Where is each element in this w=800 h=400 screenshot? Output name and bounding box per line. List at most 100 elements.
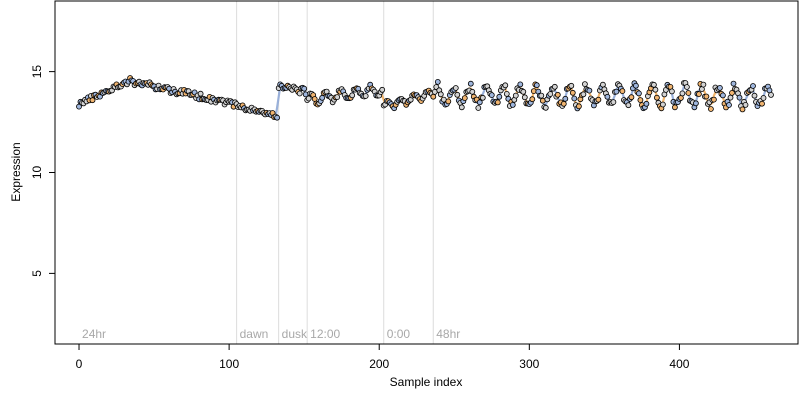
data-point-284 [502, 82, 509, 89]
data-point-182 [349, 92, 356, 99]
data-point-433 [726, 102, 732, 108]
data-point-132 [274, 114, 281, 121]
data-point-308 [538, 92, 545, 99]
data-point-340 [586, 87, 593, 94]
data-point-285 [503, 91, 510, 97]
plot-frame [54, 0, 799, 345]
reference-lines [236, 1, 434, 344]
data-point-150 [301, 85, 308, 92]
data-point-251 [452, 85, 459, 91]
data-point-440 [736, 94, 743, 101]
data-point-461 [768, 92, 774, 98]
data-point-371 [633, 82, 639, 89]
data-point-434 [727, 94, 734, 101]
data-point-191 [362, 93, 369, 99]
data-point-317 [551, 83, 558, 90]
data-point-402 [679, 90, 686, 97]
data-point-81 [197, 90, 204, 97]
data-point-373 [636, 90, 642, 97]
x-tick-label-2: 200 [369, 357, 389, 371]
data-point-406 [685, 90, 692, 96]
data-point-330 [571, 95, 578, 102]
annotations: 24hr dawn dusk 12:00 0:00 48hr [82, 327, 460, 341]
data-point-328 [568, 82, 575, 89]
data-point-294 [517, 81, 524, 88]
data-point-291 [512, 92, 519, 99]
data-point-455 [759, 100, 765, 107]
data-point-297 [521, 94, 528, 101]
data-point-421 [708, 106, 714, 112]
data-point-352 [604, 93, 611, 100]
data-point-314 [547, 91, 554, 97]
data-point-296 [520, 88, 527, 95]
axes: 0 100 200 300 400 5 10 15 [30, 65, 690, 371]
data-point-397 [672, 104, 678, 111]
data-point-311 [542, 104, 549, 111]
data-point-411 [693, 100, 699, 107]
data-point-267 [476, 99, 483, 106]
data-point-162 [319, 94, 326, 101]
data-point-449 [750, 83, 756, 89]
y-tick-label-2: 15 [30, 65, 44, 79]
x-tick-label-0: 0 [76, 357, 83, 371]
data-point-269 [479, 94, 486, 101]
data-point-368 [628, 94, 635, 101]
data-point-289 [509, 102, 516, 108]
data-point-423 [711, 96, 717, 103]
data-point-337 [582, 81, 588, 87]
data-point-389 [660, 101, 666, 108]
y-tick-label-1: 10 [30, 166, 44, 180]
x-tick-label-1: 100 [219, 357, 239, 371]
data-point-384 [652, 86, 659, 93]
data-point-427 [717, 85, 723, 91]
data-point-153 [305, 95, 312, 102]
data-point-252 [454, 91, 461, 98]
annotation-label-1: dawn [240, 327, 269, 341]
data-point-302 [529, 96, 536, 103]
data-point-356 [610, 99, 617, 105]
data-point-383 [651, 81, 657, 88]
data-point-246 [445, 98, 452, 105]
annotation-label-2: dusk [282, 327, 308, 341]
data-point-279 [494, 99, 501, 106]
data-point-262 [469, 88, 476, 95]
data-point-395 [669, 88, 675, 95]
y-tick-label-0: 5 [30, 270, 44, 277]
annotation-label-3: 12:00 [310, 327, 340, 341]
data-point-418 [703, 93, 710, 100]
data-point-323 [560, 100, 567, 107]
data-point-275 [488, 92, 495, 98]
data-point-429 [720, 92, 726, 99]
data-point-413 [696, 91, 702, 97]
data-point-385 [654, 94, 660, 101]
data-point-336 [580, 91, 587, 98]
data-point-450 [751, 92, 758, 99]
data-point-202 [379, 86, 386, 93]
data-point-374 [637, 97, 644, 103]
data-point-280 [496, 93, 503, 100]
data-point-416 [700, 81, 707, 88]
data-point-305 [533, 82, 540, 89]
data-point-378 [643, 100, 650, 107]
data-point-319 [554, 91, 561, 98]
data-point-9 [89, 97, 96, 104]
data-points [76, 75, 774, 121]
data-point-358 [613, 88, 620, 95]
data-point-266 [475, 105, 482, 111]
data-point-436 [730, 80, 737, 87]
annotation-label-5: 48hr [436, 327, 460, 341]
data-point-239 [434, 79, 441, 85]
data-point-366 [625, 102, 632, 109]
x-axis-title: Sample index [390, 375, 463, 389]
data-point-324 [562, 95, 569, 102]
data-point-435 [729, 90, 735, 96]
data-point-329 [569, 89, 576, 96]
data-point-241 [437, 91, 444, 98]
data-point-333 [576, 103, 582, 110]
y-axis-title: Expression [9, 142, 23, 201]
data-point-346 [595, 96, 602, 103]
data-point-444 [742, 102, 749, 108]
